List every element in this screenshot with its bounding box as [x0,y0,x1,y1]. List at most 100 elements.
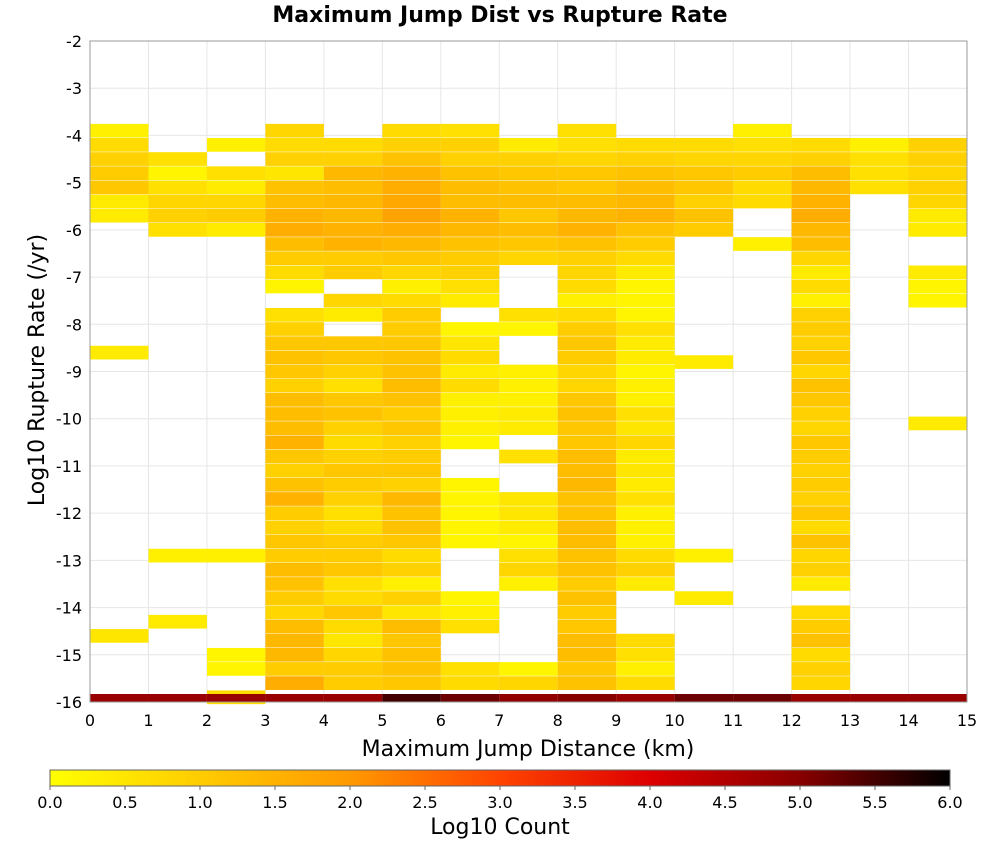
heatmap-cell [791,322,851,336]
heatmap-cell [323,350,383,365]
heatmap-cell [616,449,675,464]
heatmap-cell [557,237,617,251]
heatmap-cell [382,322,441,336]
heatmap-cell [733,694,792,702]
heatmap-cell [440,152,500,166]
heatmap-cell [557,694,617,702]
heatmap-cell [557,577,617,591]
heatmap-cell [265,392,324,407]
heatmap-cell [382,506,441,520]
heatmap-cell [382,166,441,181]
heatmap-cell [206,166,266,181]
heatmap-cell [148,166,207,181]
heatmap-cell [616,265,675,280]
heatmap-cell [557,534,617,549]
heatmap-cell [382,548,441,563]
heatmap-cell [499,492,558,506]
colorbar-tick-label: 5.0 [787,793,812,812]
x-tick-label: 8 [553,711,563,730]
heatmap-cell [791,619,851,634]
heatmap-cell [616,152,675,166]
colorbar-tick-labels: 0.0 0.5 1.0 1.5 2.0 2.5 3.0 3.5 4.0 4.5 5.0 5.5 6.0 [37,786,963,812]
heatmap-cell [90,345,149,360]
heatmap-cell [323,647,383,662]
heatmap-cell [323,562,383,577]
heatmap-cell [440,180,500,195]
heatmap-cell [557,605,617,620]
heatmap-cell [382,435,441,450]
heatmap-cell [908,223,967,237]
y-tick-label: -7 [66,268,82,287]
heatmap-cell [90,138,149,152]
colorbar-tick-label: 1.5 [262,793,287,812]
heatmap-cell [323,293,383,308]
y-tick-label: -2 [66,32,82,51]
heatmap-cell [323,676,383,690]
heatmap-cell [265,194,324,209]
heatmap-cell [323,166,383,181]
heatmap-cell [382,350,441,365]
heatmap-cell [440,223,500,237]
colorbar-label: Log10 Count [430,815,570,840]
heatmap-cell [557,279,617,294]
heatmap-cell [440,322,500,336]
heatmap-cell [616,421,675,436]
heatmap-cell [440,123,500,138]
heatmap-cell [323,336,383,351]
y-tick-label: -9 [66,363,82,382]
heatmap-cell [499,378,558,393]
heatmap-cell [674,138,734,152]
heatmap-cell [908,265,967,280]
heatmap-cell [440,293,500,308]
heatmap-cell [499,694,558,702]
heatmap-cell [265,591,324,605]
heatmap-cell [499,307,558,322]
heatmap-cell [557,477,617,492]
heatmap-cell [323,180,383,195]
heatmap-cell [499,548,558,563]
heatmap-cell [557,152,617,166]
heatmap-cell [791,562,851,577]
heatmap-cell [382,279,441,294]
heatmap-cell [265,477,324,492]
heatmap-cell [382,534,441,549]
x-tick-label: 14 [898,711,918,730]
heatmap-cell [265,492,324,506]
heatmap-cell [265,152,324,166]
heatmap-cell [382,194,441,209]
heatmap-cell [382,619,441,634]
heatmap-cell [557,350,617,365]
heatmap-cell [265,662,324,676]
heatmap-cell [733,194,792,209]
heatmap-cell [616,477,675,492]
heatmap-cell [323,492,383,506]
heatmap-cell [265,421,324,436]
heatmap-cell [265,577,324,591]
heatmap-cell [908,180,967,195]
heatmap-cell [382,336,441,351]
heatmap-cell [733,123,792,138]
heatmap-cell [616,407,675,421]
heatmap-cell [557,506,617,520]
heatmap-cell [440,392,500,407]
heatmap-cell [791,520,851,535]
heatmap-cell [616,322,675,336]
heatmap-cell [791,463,851,478]
heatmap-cell [323,237,383,251]
heatmap-cell [499,237,558,251]
heatmap-cell [791,350,851,365]
heatmap-cell [265,633,324,648]
heatmap-cell [733,152,792,166]
heatmap-cell [265,336,324,351]
heatmap-cell [616,506,675,520]
heatmap-cell [791,180,851,195]
heatmap-cell [791,378,851,393]
heatmap-cell [265,223,324,237]
heatmap-cell [206,138,266,152]
heatmap-cell [323,548,383,563]
heatmap-cell [440,138,500,152]
heatmap-cell [557,435,617,450]
heatmap-cell [791,577,851,591]
heatmap-cell [557,407,617,421]
colorbar-tick-label: 3.5 [562,793,587,812]
